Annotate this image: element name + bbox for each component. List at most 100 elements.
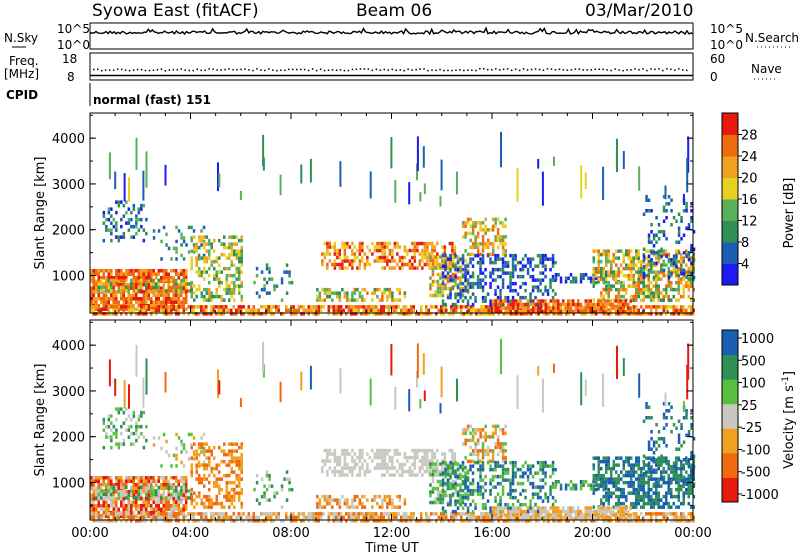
power-cell xyxy=(484,228,487,232)
velocity-cell xyxy=(455,515,458,520)
velocity-cell xyxy=(510,519,513,523)
power-cell xyxy=(150,282,153,286)
velocity-cell xyxy=(383,459,387,463)
power-cell xyxy=(197,305,200,309)
velocity-cell xyxy=(107,483,110,487)
velocity-cell xyxy=(195,466,198,471)
velocity-cell xyxy=(157,479,160,483)
power-cell xyxy=(670,305,673,309)
power-cell xyxy=(526,302,530,307)
velocity-cell xyxy=(120,490,123,494)
power-cell xyxy=(532,309,535,314)
power-cell xyxy=(195,242,198,246)
power-cell xyxy=(569,302,572,307)
power-cell xyxy=(361,287,364,292)
y-tick-label: 4000 xyxy=(52,132,85,147)
power-cell xyxy=(605,252,608,257)
velocity-cell xyxy=(140,424,143,429)
velocity-cell xyxy=(260,494,264,499)
velocity-cell xyxy=(391,498,394,502)
velocity-cell xyxy=(135,490,138,494)
power-cell xyxy=(321,298,324,302)
power-cell xyxy=(255,291,259,295)
freq-dot xyxy=(654,68,656,71)
velocity-cell xyxy=(430,512,433,516)
power-cell xyxy=(262,312,265,316)
velocity-cell xyxy=(300,512,303,516)
velocity-cell xyxy=(233,487,236,492)
velocity-cell xyxy=(275,512,278,516)
power-cell xyxy=(501,245,505,250)
velocity-cell xyxy=(357,515,360,520)
power-cell xyxy=(454,279,457,284)
velocity-cell xyxy=(386,505,389,509)
power-cell xyxy=(197,253,201,258)
velocity-cell xyxy=(233,491,236,495)
power-cell xyxy=(307,308,310,313)
power-cell xyxy=(429,276,432,280)
power-cell xyxy=(177,276,180,280)
velocity-cell xyxy=(150,504,153,508)
power-cell xyxy=(152,300,155,304)
power-cell xyxy=(491,245,495,250)
power-cell xyxy=(172,246,176,251)
power-cell xyxy=(553,156,555,166)
power-cell xyxy=(645,294,648,299)
power-cell xyxy=(215,256,218,260)
velocity-cell xyxy=(426,462,429,467)
velocity-cell xyxy=(497,519,500,523)
power-cell xyxy=(225,277,228,281)
velocity-cell xyxy=(202,460,206,465)
velocity-cell xyxy=(376,448,379,453)
power-cell xyxy=(145,285,148,290)
power-cell xyxy=(283,270,286,274)
velocity-cell xyxy=(235,515,238,520)
power-cell xyxy=(600,252,603,257)
power-cell xyxy=(392,305,395,309)
power-cell xyxy=(391,259,394,263)
power-cell xyxy=(592,256,595,260)
power-cell xyxy=(411,255,414,260)
power-cell xyxy=(642,247,646,251)
power-cell xyxy=(145,151,148,188)
power-cell xyxy=(547,306,550,310)
power-cell xyxy=(361,248,364,253)
power-cell xyxy=(290,280,294,285)
power-cell xyxy=(479,267,482,272)
power-cell xyxy=(647,312,650,316)
power-cell xyxy=(237,308,240,313)
power-cell xyxy=(167,246,171,251)
velocity-cell xyxy=(358,448,362,453)
power-cell xyxy=(607,273,610,278)
power-cell xyxy=(494,302,497,307)
velocity-cell xyxy=(190,501,193,506)
power-cell xyxy=(650,270,653,274)
power-cell xyxy=(439,286,442,291)
power-cell xyxy=(572,312,575,316)
power-cell xyxy=(650,230,653,234)
power-cell xyxy=(647,209,651,213)
power-cell xyxy=(665,202,668,206)
velocity-cell xyxy=(185,514,188,518)
velocity-cell xyxy=(371,498,374,502)
power-cell xyxy=(431,255,435,259)
velocity-cell xyxy=(451,483,455,487)
velocity-cell xyxy=(160,486,163,490)
velocity-cell xyxy=(582,519,585,523)
velocity-cell xyxy=(449,469,452,473)
power-cell xyxy=(102,282,105,286)
velocity-cell xyxy=(391,473,394,477)
power-cell xyxy=(637,249,640,253)
velocity-cell xyxy=(145,479,148,483)
velocity-cell xyxy=(177,512,180,516)
power-cell xyxy=(647,294,650,299)
power-cell xyxy=(180,232,183,237)
velocity-cell xyxy=(421,466,424,470)
power-cell xyxy=(441,279,445,284)
power-cell xyxy=(335,308,338,313)
power-cell xyxy=(512,306,515,310)
power-cell xyxy=(597,270,600,274)
power-cell xyxy=(205,242,208,246)
freq-dot xyxy=(272,69,274,71)
velocity-cell xyxy=(336,459,339,463)
